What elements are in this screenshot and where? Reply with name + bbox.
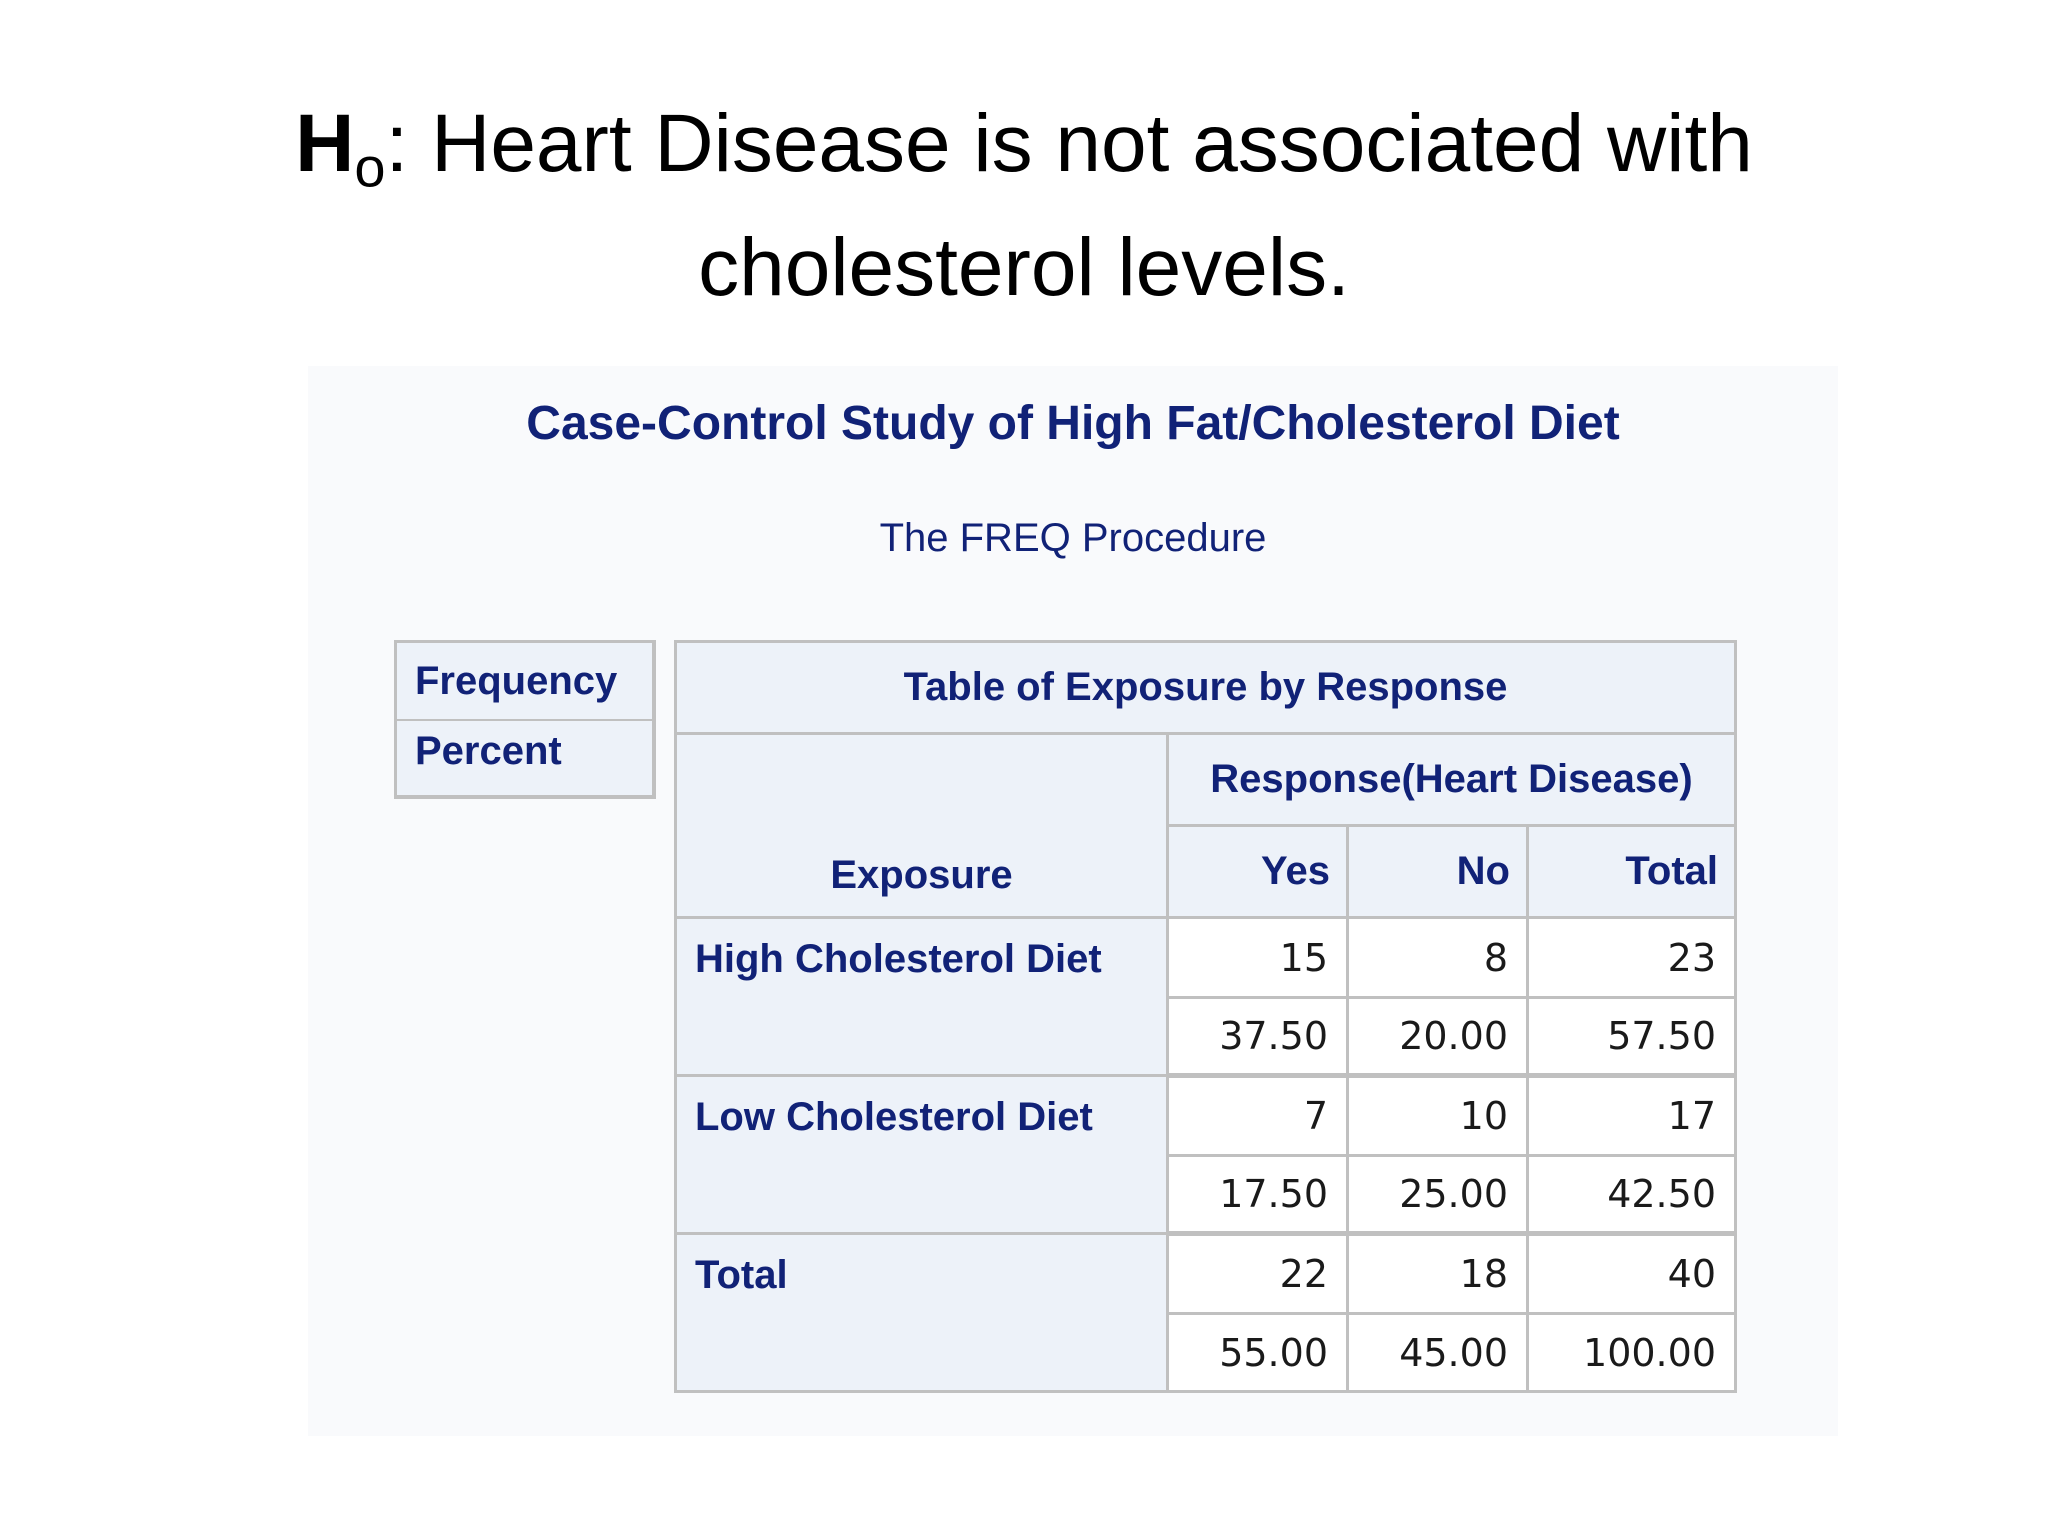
hypothesis-line-2: cholesterol levels. (698, 222, 1350, 313)
exposure-header: Exposure (674, 732, 1169, 919)
column-header-total: Total (1526, 824, 1737, 919)
response-header: Response(Heart Disease) (1166, 732, 1737, 827)
row-label-low-cholesterol: Low Cholesterol Diet (674, 1074, 1169, 1235)
table-row: High Cholesterol Diet 15 8 23 (674, 916, 1737, 1077)
percent-cell: 100.00 (1526, 1312, 1737, 1393)
table-row: 55.00 45.00 100.00 (676, 1312, 1737, 1393)
table-row: Total 22 18 40 (674, 1232, 1737, 1393)
freq-cell: 40 (1526, 1232, 1737, 1315)
sas-output-panel: Case-Control Study of High Fat/Cholester… (308, 366, 1838, 1436)
key-frequency: Frequency (415, 659, 618, 703)
freq-cell: 17 (1526, 1074, 1737, 1157)
table-row: Low Cholesterol Diet 7 10 17 (674, 1074, 1737, 1235)
percent-cell: 37.50 (1166, 996, 1349, 1078)
column-header-no: No (1346, 824, 1529, 919)
freq-cell: 7 (1166, 1074, 1349, 1157)
percent-cell: 20.00 (1346, 996, 1529, 1078)
table-row: 37.50 20.00 57.50 (676, 996, 1737, 1078)
column-header-yes: Yes (1166, 824, 1349, 919)
output-title: Case-Control Study of High Fat/Cholester… (526, 397, 1620, 450)
freq-cell: 8 (1346, 916, 1529, 999)
freq-cell: 22 (1166, 1232, 1349, 1315)
table-row: 17.50 25.00 42.50 (676, 1154, 1737, 1236)
freq-cell: 10 (1346, 1074, 1529, 1157)
crosstab-table: Table of Exposure by Response Exposure R… (674, 640, 1737, 1393)
key-percent: Percent (397, 719, 652, 795)
hypothesis-text: : Heart Disease is not associated with (385, 98, 1753, 189)
table-title: Table of Exposure by Response (674, 640, 1737, 735)
procedure-title: The FREQ Procedure (879, 516, 1267, 560)
percent-cell: 17.50 (1166, 1154, 1349, 1236)
freq-cell: 23 (1526, 916, 1737, 999)
freq-cell: 15 (1166, 916, 1349, 999)
percent-cell: 45.00 (1346, 1312, 1529, 1393)
cell-contents-key: Frequency Percent (394, 640, 656, 799)
percent-cell: 42.50 (1526, 1154, 1737, 1236)
slide-title: Ho: Heart Disease is not associated with… (0, 82, 2048, 330)
freq-cell: 18 (1346, 1232, 1529, 1315)
percent-cell: 25.00 (1346, 1154, 1529, 1236)
hypothesis-symbol: H (295, 98, 355, 189)
hypothesis-line-1: Ho: Heart Disease is not associated with (0, 82, 2048, 206)
row-label-total: Total (674, 1232, 1169, 1393)
hypothesis-subscript: o (354, 135, 386, 199)
row-label-high-cholesterol: High Cholesterol Diet (674, 916, 1169, 1077)
percent-cell: 55.00 (1166, 1312, 1349, 1393)
percent-cell: 57.50 (1526, 996, 1737, 1078)
